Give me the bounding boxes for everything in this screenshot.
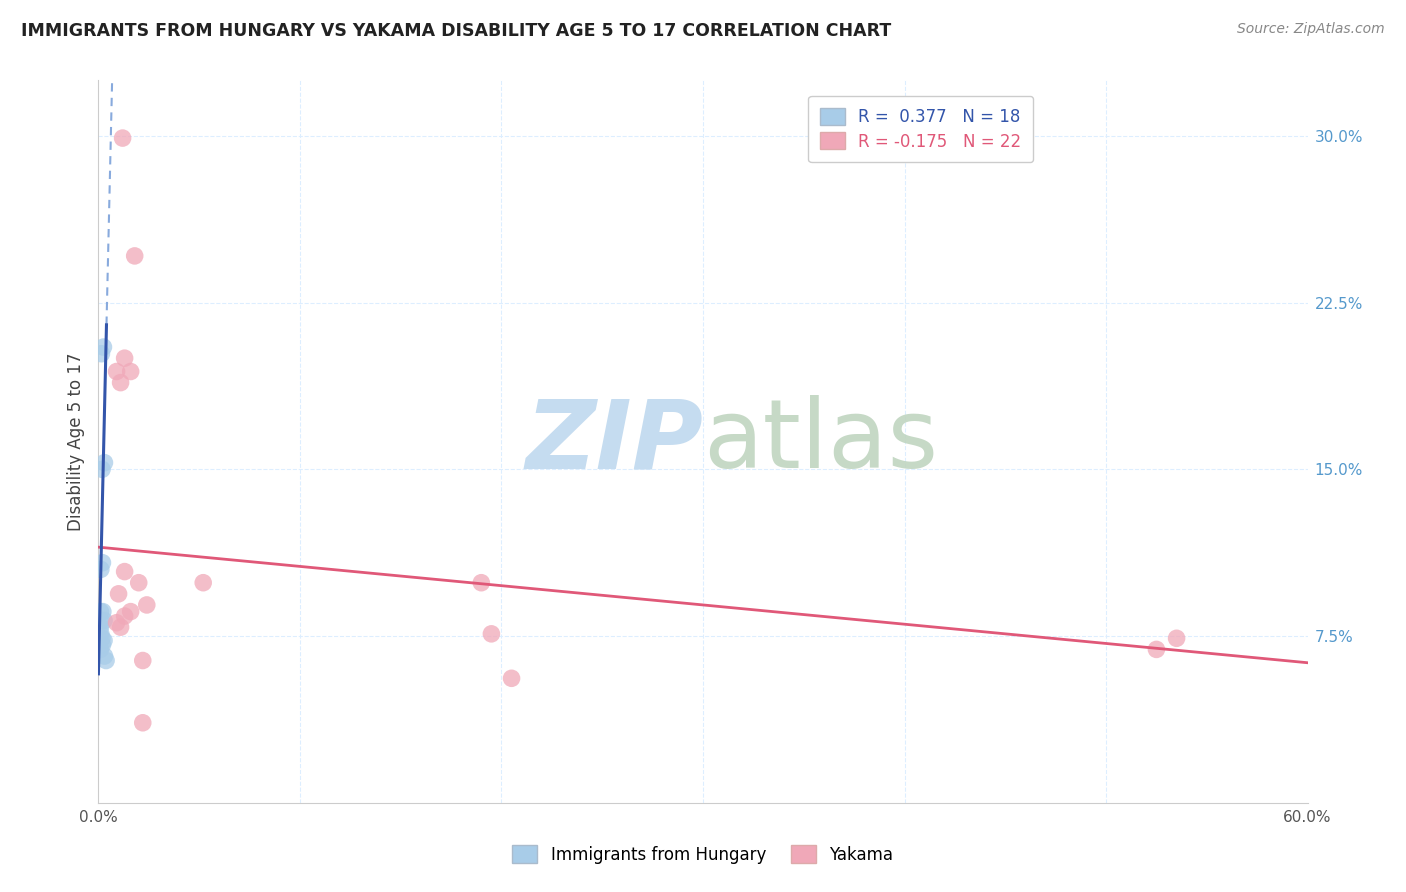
Point bbox=[91, 605, 114, 619]
Point bbox=[90, 562, 112, 576]
Point bbox=[89, 642, 111, 657]
Text: atlas: atlas bbox=[703, 395, 938, 488]
Point bbox=[110, 620, 132, 634]
Point bbox=[90, 347, 112, 361]
Point bbox=[91, 638, 114, 652]
Point bbox=[110, 376, 132, 390]
Text: IMMIGRANTS FROM HUNGARY VS YAKAMA DISABILITY AGE 5 TO 17 CORRELATION CHART: IMMIGRANTS FROM HUNGARY VS YAKAMA DISABI… bbox=[21, 22, 891, 40]
Point bbox=[128, 575, 150, 590]
Point bbox=[132, 653, 155, 667]
Point bbox=[94, 653, 117, 667]
Point bbox=[93, 649, 115, 664]
Point bbox=[90, 627, 112, 641]
Point bbox=[132, 715, 155, 730]
Point bbox=[124, 249, 146, 263]
Point bbox=[193, 575, 215, 590]
Text: ZIP: ZIP bbox=[524, 395, 703, 488]
Point bbox=[107, 587, 129, 601]
Legend: R =  0.377   N = 18, R = -0.175   N = 22: R = 0.377 N = 18, R = -0.175 N = 22 bbox=[808, 95, 1033, 162]
Y-axis label: Disability Age 5 to 17: Disability Age 5 to 17 bbox=[66, 352, 84, 531]
Point bbox=[120, 605, 142, 619]
Point bbox=[89, 620, 111, 634]
Point bbox=[93, 633, 115, 648]
Point bbox=[1166, 632, 1188, 646]
Point bbox=[111, 131, 134, 145]
Point bbox=[501, 671, 523, 685]
Point bbox=[135, 598, 157, 612]
Point bbox=[91, 632, 114, 646]
Point bbox=[114, 565, 136, 579]
Point bbox=[93, 614, 115, 628]
Point bbox=[1146, 642, 1168, 657]
Point bbox=[105, 615, 128, 630]
Point bbox=[105, 364, 128, 378]
Point bbox=[89, 605, 111, 619]
Legend: Immigrants from Hungary, Yakama: Immigrants from Hungary, Yakama bbox=[506, 838, 900, 871]
Point bbox=[114, 609, 136, 624]
Point bbox=[93, 340, 115, 354]
Point bbox=[120, 364, 142, 378]
Point bbox=[91, 556, 114, 570]
Point bbox=[481, 627, 503, 641]
Point bbox=[93, 456, 115, 470]
Point bbox=[91, 462, 114, 476]
Point bbox=[114, 351, 136, 366]
Point bbox=[470, 575, 492, 590]
Point bbox=[90, 614, 112, 628]
Text: Source: ZipAtlas.com: Source: ZipAtlas.com bbox=[1237, 22, 1385, 37]
